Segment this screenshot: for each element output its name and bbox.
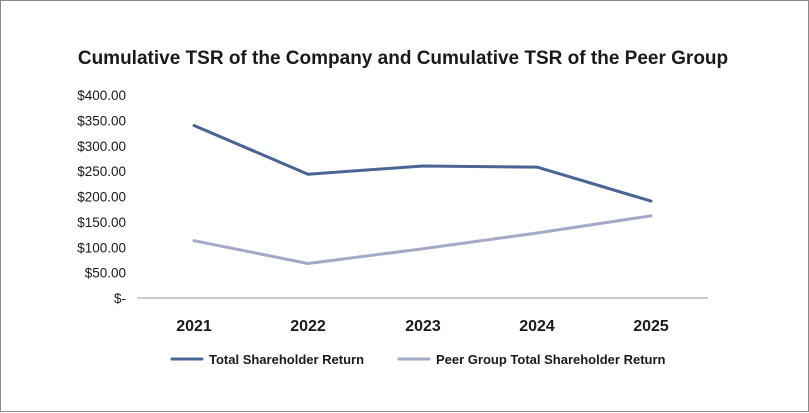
x-tick-label: 2023 [405, 318, 441, 335]
y-tick-label: $350.00 [77, 113, 126, 128]
y-tick-label: $- [114, 291, 126, 306]
series-line-2 [192, 214, 653, 265]
y-tick-label: $400.00 [77, 88, 126, 103]
x-tick-label: 2025 [633, 318, 669, 335]
series-line-1 [192, 124, 653, 203]
legend: Total Shareholder Return Peer Group Total… [170, 352, 666, 367]
y-tick-label: $100.00 [77, 240, 126, 255]
x-axis-ticks: 2021 2022 2023 2024 2025 [176, 318, 669, 335]
series-lines [192, 124, 653, 265]
y-tick-label: $300.00 [77, 139, 126, 154]
y-axis-ticks: $- $50.00 $100.00 $150.00 $200.00 $250.00 $300… [77, 88, 126, 306]
x-tick-label: 2022 [290, 318, 326, 335]
y-tick-label: $250.00 [77, 164, 126, 179]
chart-title: Cumulative TSR of the Company and Cumula… [78, 48, 728, 69]
legend-label-1: Total Shareholder Return [209, 352, 364, 367]
y-tick-label: $50.00 [85, 266, 126, 281]
x-tick-label: 2021 [176, 318, 212, 335]
legend-label-2: Peer Group Total Shareholder Return [436, 352, 666, 367]
x-tick-label: 2024 [519, 318, 555, 335]
y-tick-label: $200.00 [77, 190, 126, 205]
y-tick-label: $150.00 [77, 215, 126, 230]
